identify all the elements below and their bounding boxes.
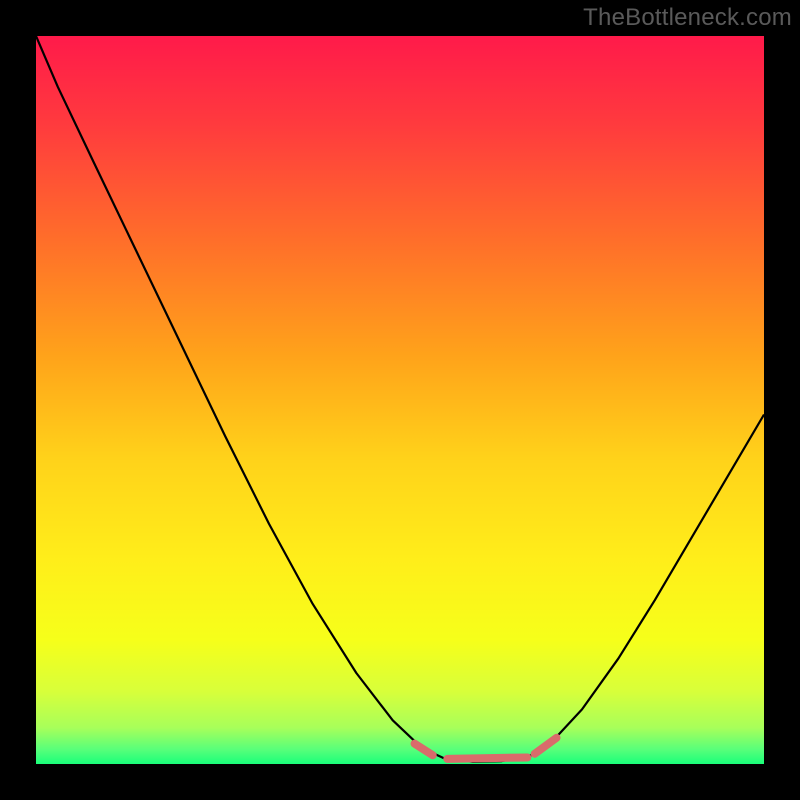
curve-layer bbox=[36, 36, 764, 764]
highlight-segment bbox=[415, 744, 433, 756]
bottleneck-curve-path bbox=[36, 36, 764, 762]
bottleneck-chart: TheBottleneck.com bbox=[0, 0, 800, 800]
highlight-segment bbox=[447, 757, 527, 758]
highlight-flat-region bbox=[415, 738, 557, 759]
highlight-segment bbox=[535, 738, 557, 754]
watermark-text: TheBottleneck.com bbox=[583, 4, 792, 32]
plot-area bbox=[36, 36, 764, 764]
